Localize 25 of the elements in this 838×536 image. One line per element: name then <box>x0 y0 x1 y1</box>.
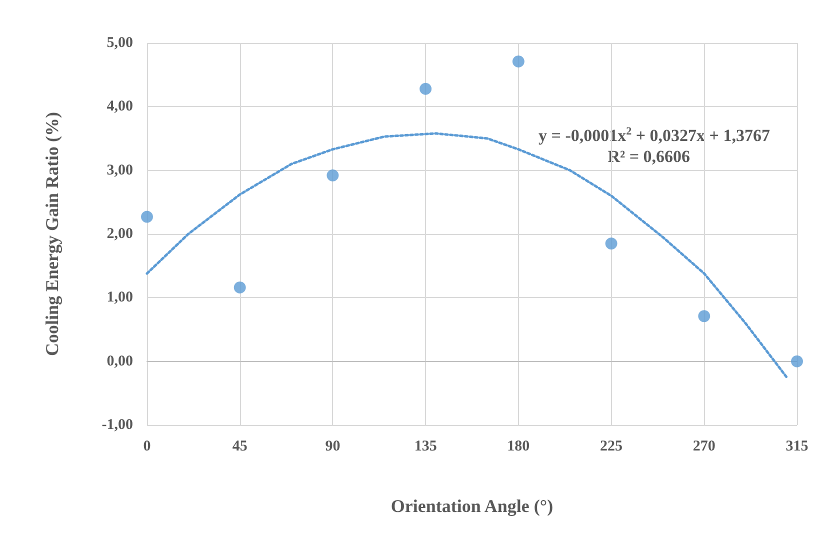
y-tick-label: 3,00 <box>106 162 133 178</box>
x-tick-label: 225 <box>600 438 623 454</box>
x-tick-label: 315 <box>786 438 808 454</box>
x-tick-label: 270 <box>692 438 716 454</box>
x-axis-title: Orientation Angle (°) <box>390 496 554 516</box>
point <box>234 281 246 294</box>
x-tick-label: 135 <box>414 438 437 454</box>
y-tick-label: 2,00 <box>106 226 133 242</box>
x-tick-label: 90 <box>325 438 340 454</box>
y-tick-label: 5,00 <box>106 35 133 51</box>
point <box>512 55 524 68</box>
y-tick-label: -1,00 <box>102 417 133 433</box>
point <box>698 310 710 322</box>
y-tick-label: 1,00 <box>106 290 133 306</box>
point <box>420 82 432 95</box>
x-tick-label: 0 <box>143 438 151 454</box>
x-tick-label: 180 <box>507 438 530 454</box>
point <box>791 355 803 368</box>
y-tick-label: 0,00 <box>106 353 133 370</box>
y-axis-title: Cooling Energy Gain Ratio (%) <box>42 112 62 356</box>
x-tick-label: 45 <box>232 438 248 454</box>
point <box>326 169 339 182</box>
point <box>605 238 618 250</box>
point <box>141 210 153 223</box>
y-tick-label: 4,00 <box>106 98 133 115</box>
